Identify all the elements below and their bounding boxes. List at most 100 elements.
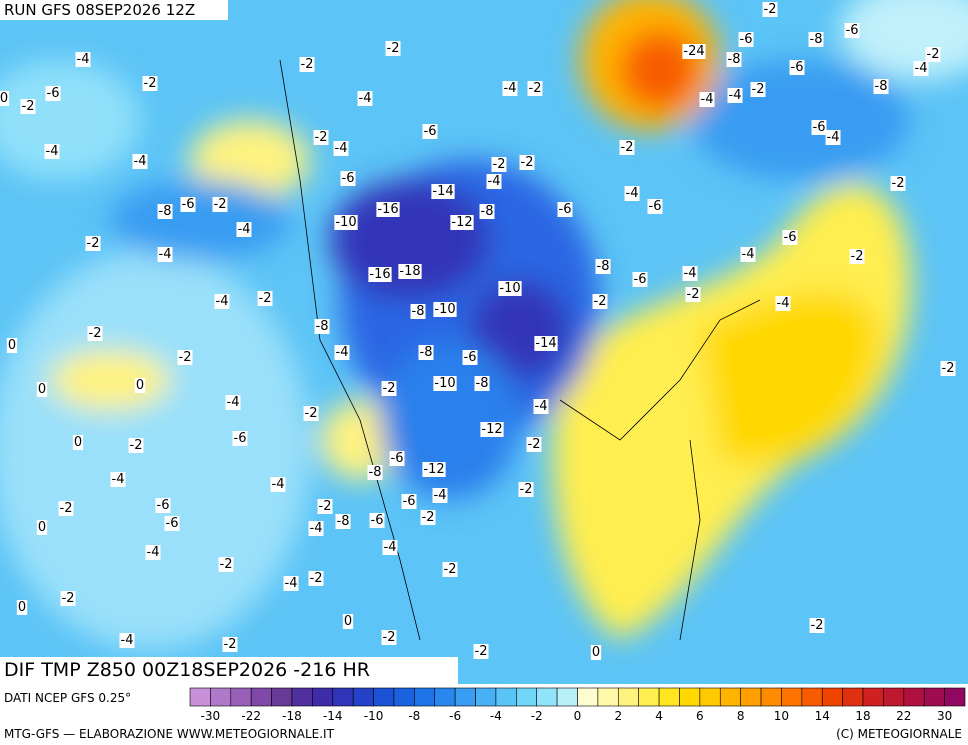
contour-label-box [849, 249, 865, 264]
contour-label: -6 [846, 23, 859, 38]
color-swatch [434, 687, 456, 707]
contour-label: -6 [47, 86, 60, 101]
contour-label-box [367, 465, 383, 480]
contour-label-box [450, 215, 474, 230]
contour-label-box [342, 614, 354, 629]
contour-label: -8 [412, 304, 425, 319]
contour-label: -4 [504, 81, 517, 96]
contour-label: -2 [301, 57, 314, 72]
color-swatch [250, 687, 272, 707]
contour-label: -8 [481, 204, 494, 219]
contour-label-box [699, 92, 715, 107]
colorbar-tick-label: -22 [241, 709, 261, 723]
contour-label-box [6, 338, 18, 353]
contour-label-box [45, 86, 61, 101]
contour-label-box [36, 520, 48, 535]
contour-label: -6 [371, 513, 384, 528]
contour-label-box [333, 141, 349, 156]
color-swatch [781, 687, 803, 707]
contour-label-box [177, 350, 193, 365]
contour-label-box [303, 406, 319, 421]
contour-label-box [157, 247, 173, 262]
contour-label: -2 [22, 99, 35, 114]
color-swatch [189, 687, 211, 707]
contour-label-box [844, 23, 860, 38]
contour-label: -6 [424, 124, 437, 139]
color-swatch [658, 687, 680, 707]
contour-label-box [750, 82, 766, 97]
contour-label-box [682, 44, 706, 59]
colorbar-tick-label: -18 [282, 709, 302, 723]
color-swatch [495, 687, 517, 707]
contour-label: -8 [476, 376, 489, 391]
contour-label: -4 [112, 472, 125, 487]
contour-label-box [624, 186, 640, 201]
color-swatch [923, 687, 945, 707]
contour-label-box [212, 197, 228, 212]
color-swatch [719, 687, 741, 707]
contour-label-box [534, 336, 558, 351]
contour-label-box [418, 345, 434, 360]
contour-label: -10 [499, 281, 520, 296]
contour-label-box [410, 304, 426, 319]
contour-label-box [398, 264, 422, 279]
contour-label-box [473, 644, 489, 659]
contour-label-box [218, 557, 234, 572]
credit-label: MTG-GFS — ELABORAZIONE WWW.METEOGIORNALE… [4, 727, 335, 741]
contour-label: -8 [728, 52, 741, 67]
contour-label-box [313, 130, 329, 145]
contour-label-box [317, 499, 333, 514]
contour-label-box [87, 326, 103, 341]
contour-label: -4 [216, 294, 229, 309]
contour-label: -6 [791, 60, 804, 75]
contour-label: -6 [813, 120, 826, 135]
contour-label: -2 [315, 130, 328, 145]
contour-label-box [222, 637, 238, 652]
contour-label-box [420, 510, 436, 525]
contour-label-box [382, 540, 398, 555]
contour-label-box [474, 376, 490, 391]
contour-label-box [491, 157, 507, 172]
contour-label: -4 [227, 395, 240, 410]
color-swatch [332, 687, 354, 707]
contour-label-box [75, 52, 91, 67]
contour-label-box [299, 57, 315, 72]
contour-label: -2 [383, 630, 396, 645]
contour-label-box [873, 79, 889, 94]
contour-label-box [433, 302, 457, 317]
contour-label: -8 [337, 514, 350, 529]
color-swatch [821, 687, 843, 707]
contour-label: -2 [811, 618, 824, 633]
contour-label-box [619, 140, 635, 155]
contour-label: -8 [875, 79, 888, 94]
contour-label-box [727, 88, 743, 103]
color-swatch [556, 687, 578, 707]
contour-label-box [782, 230, 798, 245]
color-swatch [699, 687, 721, 707]
contour-label: -2 [224, 637, 237, 652]
contour-label-box [157, 204, 173, 219]
contour-label: -4 [684, 266, 697, 281]
contour-label-box [110, 472, 126, 487]
colorbar-tick-label: -6 [449, 709, 461, 723]
contour-label-box [44, 144, 60, 159]
contour-label-box [283, 576, 299, 591]
color-swatch [291, 687, 313, 707]
contour-label-box [334, 215, 358, 230]
contour-labels: -4-2-6-2-4-4-8 -6 -2-4-2-4-4 -2-2-200-4-60-… [0, 2, 956, 660]
contour-label-box [913, 61, 929, 76]
color-swatch [760, 687, 782, 707]
contour-label: -4 [742, 247, 755, 262]
contour-label-box [232, 431, 248, 446]
contour-label: -2 [310, 571, 323, 586]
contour-label-box [20, 99, 36, 114]
contour-label-box [647, 199, 663, 214]
contour-label: -12 [451, 215, 472, 230]
contour-label-box [308, 521, 324, 536]
contour-label-box [811, 120, 827, 135]
colorbar-tick-label: -14 [323, 709, 343, 723]
contour-label: -6 [166, 516, 179, 531]
contour-label: -2 [521, 155, 534, 170]
contour-label-box [36, 382, 48, 397]
